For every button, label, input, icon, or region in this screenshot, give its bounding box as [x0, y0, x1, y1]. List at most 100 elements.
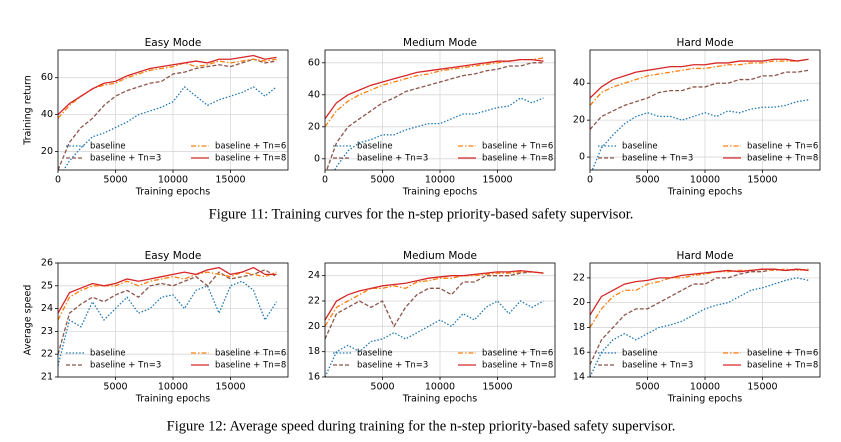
chart-title: Medium Mode [403, 250, 477, 262]
series-line [590, 58, 809, 106]
plot-frame [57, 49, 289, 171]
x-tick-label: 15000 [215, 175, 245, 186]
chart-title: Easy Mode [145, 37, 202, 49]
x-tick-label: 5000 [635, 382, 659, 393]
y-tick-label: 60 [41, 72, 53, 83]
x-tick-label: 15000 [482, 175, 512, 186]
caption: Figure 12: Average speed during training… [167, 418, 676, 434]
x-axis-label: Training epochs [135, 394, 210, 405]
y-tick-label: 20 [308, 121, 320, 132]
y-tick-label: 24 [308, 270, 320, 281]
y-tick-label: 18 [308, 346, 320, 357]
x-tick-label: 5000 [635, 175, 659, 186]
x-tick-label: 5000 [370, 382, 394, 393]
series-line [325, 271, 544, 327]
plot-frame [589, 262, 821, 378]
legend-label: baseline [622, 142, 658, 152]
x-tick-label: 10000 [425, 175, 455, 186]
x-axis-label: Training epochs [667, 187, 742, 198]
y-tick-label: 22 [41, 349, 53, 360]
legend-label: baseline + Tn=6 [482, 349, 553, 359]
x-tick-label: 10000 [158, 382, 188, 393]
y-tick-label: 20 [573, 115, 585, 126]
y-axis-label: Training return [23, 75, 34, 146]
series-line [590, 69, 809, 130]
x-tick-label: 15000 [482, 382, 512, 393]
series-line [58, 269, 277, 355]
plot-frame [324, 262, 556, 378]
x-tick-label: 10000 [158, 175, 188, 186]
y-tick-label: 20 [308, 321, 320, 332]
legend-label: baseline + Tn=3 [90, 361, 161, 371]
x-tick-label: 10000 [690, 175, 720, 186]
series-line [590, 277, 809, 377]
legend-label: baseline [622, 349, 658, 359]
legend-label: baseline + Tn=3 [622, 361, 693, 371]
series-line [62, 86, 277, 170]
x-axis-label: Training epochs [402, 394, 477, 405]
x-axis-label: Training epochs [667, 394, 742, 405]
chart-title: Hard Mode [676, 250, 733, 262]
legend-label: baseline + Tn=8 [215, 361, 286, 371]
x-tick-label: 15000 [747, 382, 777, 393]
chart-title: Hard Mode [676, 37, 733, 49]
series-line [325, 269, 544, 321]
y-axis-label: Average speed [23, 285, 34, 356]
series-line [325, 300, 544, 377]
x-tick-label: 0 [587, 175, 593, 186]
legend-label: baseline + Tn=8 [482, 154, 553, 164]
x-tick-label: 15000 [747, 175, 777, 186]
y-tick-label: 20 [573, 297, 585, 308]
legend-label: baseline + Tn=8 [482, 361, 553, 371]
y-tick-label: 0 [314, 153, 320, 164]
series-line [590, 268, 809, 328]
legend-label: baseline + Tn=6 [482, 142, 553, 152]
legend-label: baseline + Tn=8 [747, 154, 818, 164]
y-tick-label: 40 [41, 109, 53, 120]
chart-title: Medium Mode [403, 37, 477, 49]
legend-label: baseline + Tn=6 [747, 349, 818, 359]
series-line [326, 62, 544, 170]
legend-label: baseline [90, 142, 126, 152]
legend-label: baseline + Tn=8 [215, 154, 286, 164]
y-tick-label: 21 [41, 372, 53, 383]
y-tick-label: 24 [41, 303, 53, 314]
y-tick-label: 16 [308, 372, 320, 383]
x-tick-label: 0 [55, 175, 61, 186]
y-tick-label: 22 [573, 272, 585, 283]
x-tick-label: 5000 [103, 175, 127, 186]
series-line [590, 268, 809, 316]
series-line [58, 266, 277, 314]
series-line [58, 58, 277, 170]
plot-frame [324, 49, 556, 171]
plot-frame [589, 49, 821, 171]
legend-label: baseline + Tn=6 [747, 142, 818, 152]
legend-label: baseline [357, 349, 393, 359]
series-line [325, 58, 544, 120]
x-tick-label: 5000 [370, 175, 394, 186]
series-line [325, 271, 544, 340]
y-tick-label: 20 [41, 146, 53, 157]
x-tick-label: 10000 [690, 382, 720, 393]
x-tick-label: 0 [322, 175, 328, 186]
legend-label: baseline + Tn=6 [215, 142, 286, 152]
y-tick-label: 0 [579, 152, 585, 163]
x-tick-label: 10000 [425, 382, 455, 393]
legend-label: baseline + Tn=3 [357, 361, 428, 371]
y-tick-label: 60 [308, 57, 320, 68]
chart-title: Easy Mode [145, 250, 202, 262]
plot-frame [57, 262, 289, 378]
y-tick-label: 40 [308, 89, 320, 100]
series-line [58, 280, 278, 366]
x-tick-label: 5000 [103, 382, 127, 393]
legend-label: baseline + Tn=3 [622, 154, 693, 164]
caption: Figure 11: Training curves for the n-ste… [209, 206, 634, 222]
legend-label: baseline + Tn=3 [357, 154, 428, 164]
legend-label: baseline + Tn=6 [215, 349, 286, 359]
legend-label: baseline + Tn=8 [747, 361, 818, 371]
legend-label: baseline + Tn=3 [90, 154, 161, 164]
y-tick-label: 16 [573, 347, 585, 358]
y-tick-label: 26 [41, 258, 53, 269]
legend-label: baseline [90, 349, 126, 359]
series-line [591, 99, 809, 170]
